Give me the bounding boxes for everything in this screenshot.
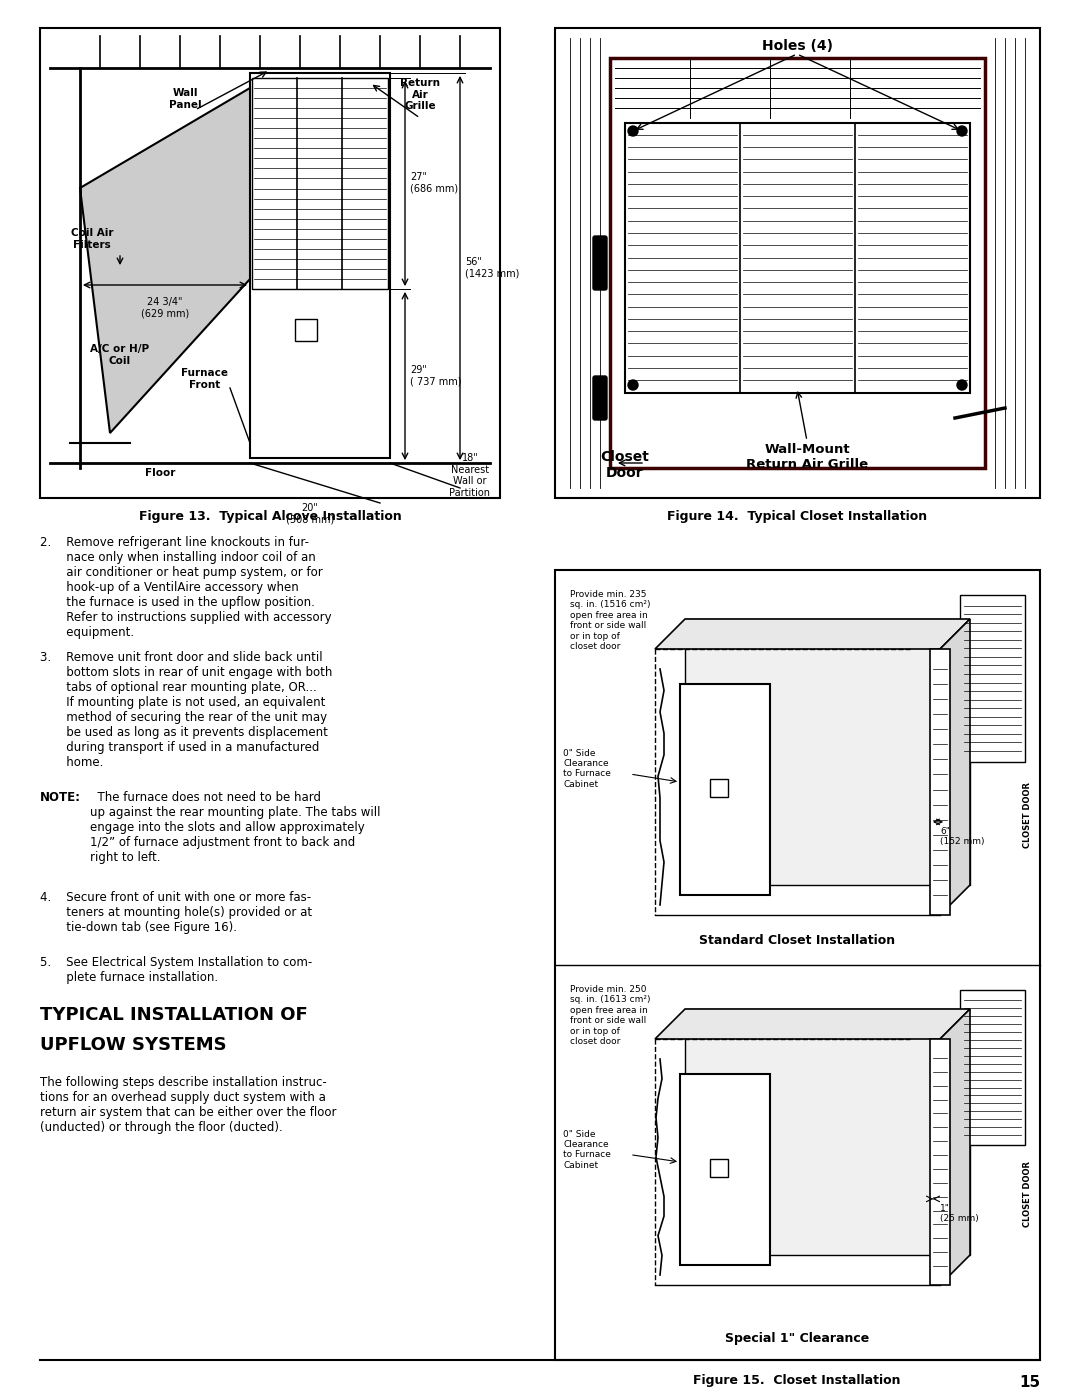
- Text: CLOSET DOOR: CLOSET DOOR: [1024, 1161, 1032, 1227]
- Text: 0" Side
Clearance
to Furnace
Cabinet: 0" Side Clearance to Furnace Cabinet: [563, 1130, 611, 1169]
- Polygon shape: [940, 619, 970, 915]
- Text: 3.    Remove unit front door and slide back until
       bottom slots in rear of: 3. Remove unit front door and slide back…: [40, 651, 333, 768]
- Polygon shape: [80, 88, 249, 433]
- Text: Floor: Floor: [145, 468, 175, 478]
- Text: Figure 13.  Typical Alcove Installation: Figure 13. Typical Alcove Installation: [138, 510, 402, 522]
- Text: UPFLOW SYSTEMS: UPFLOW SYSTEMS: [40, 1037, 227, 1053]
- Text: 18"
Nearest
Wall or
Partition: 18" Nearest Wall or Partition: [449, 453, 490, 497]
- Text: Wall-Mount
Return Air Grille: Wall-Mount Return Air Grille: [746, 443, 868, 471]
- Polygon shape: [685, 1009, 970, 1255]
- Bar: [252, 78, 388, 289]
- Text: Standard Closet Installation: Standard Closet Installation: [699, 935, 895, 947]
- Text: 56"
(1423 mm): 56" (1423 mm): [465, 257, 519, 279]
- Text: Furnace
Front: Furnace Front: [181, 367, 229, 390]
- Text: A/C or H/P
Coil: A/C or H/P Coil: [91, 344, 149, 366]
- Bar: [710, 1160, 728, 1178]
- Text: The furnace does not need to be hard
up against the rear mounting plate. The tab: The furnace does not need to be hard up …: [90, 791, 380, 863]
- Text: Special 1" Clearance: Special 1" Clearance: [725, 1331, 869, 1345]
- Bar: [710, 780, 728, 798]
- Text: Closet
Door: Closet Door: [600, 450, 649, 481]
- Text: The following steps describe installation instruc-
tions for an overhead supply : The following steps describe installatio…: [40, 1076, 337, 1134]
- Text: Provide min. 235
sq. in. (1516 cm²)
open free area in
front or side wall
or in t: Provide min. 235 sq. in. (1516 cm²) open…: [570, 590, 650, 651]
- Bar: [930, 1039, 950, 1285]
- Text: Return
Air
Grille: Return Air Grille: [400, 78, 440, 112]
- FancyBboxPatch shape: [593, 236, 607, 291]
- Text: Wall
Panel: Wall Panel: [168, 88, 201, 109]
- Text: Holes (4): Holes (4): [761, 39, 833, 53]
- Text: 4.    Secure front of unit with one or more fas-
       teners at mounting hole(: 4. Secure front of unit with one or more…: [40, 891, 312, 935]
- Text: 29"
( 737 mm): 29" ( 737 mm): [410, 365, 461, 387]
- Text: 27"
(686 mm): 27" (686 mm): [410, 172, 458, 194]
- Text: 15: 15: [1018, 1375, 1040, 1390]
- Text: Figure 15.  Closet Installation: Figure 15. Closet Installation: [693, 1375, 901, 1387]
- Polygon shape: [940, 1009, 970, 1285]
- Text: CLOSET DOOR: CLOSET DOOR: [1024, 782, 1032, 848]
- Circle shape: [627, 380, 638, 390]
- Circle shape: [957, 380, 967, 390]
- Text: 0" Side
Clearance
to Furnace
Cabinet: 0" Side Clearance to Furnace Cabinet: [563, 749, 611, 789]
- Text: 24 3/4"
(629 mm): 24 3/4" (629 mm): [140, 298, 189, 319]
- Text: 5.    See Electrical System Installation to com-
       plete furnace installati: 5. See Electrical System Installation to…: [40, 956, 312, 983]
- Polygon shape: [654, 1009, 970, 1039]
- Bar: [680, 685, 770, 895]
- Bar: [625, 123, 970, 393]
- Text: Coil Air
Filters: Coil Air Filters: [71, 228, 113, 250]
- Text: Provide min. 250
sq. in. (1613 cm²)
open free area in
front or side wall
or in t: Provide min. 250 sq. in. (1613 cm²) open…: [570, 985, 650, 1046]
- Bar: [249, 73, 390, 458]
- Text: 2.    Remove refrigerant line knockouts in fur-
       nace only when installing: 2. Remove refrigerant line knockouts in …: [40, 536, 332, 638]
- Text: Figure 14.  Typical Closet Installation: Figure 14. Typical Closet Installation: [667, 510, 927, 522]
- Bar: [295, 319, 318, 341]
- Text: TYPICAL INSTALLATION OF: TYPICAL INSTALLATION OF: [40, 1006, 308, 1024]
- Text: NOTE:: NOTE:: [40, 791, 81, 805]
- Bar: [680, 1074, 770, 1266]
- Text: 1"
(25 mm): 1" (25 mm): [940, 1204, 978, 1224]
- Bar: [40, 28, 500, 497]
- Circle shape: [957, 126, 967, 136]
- Polygon shape: [654, 619, 970, 650]
- Text: 20"
(508 mm): 20" (508 mm): [286, 503, 334, 525]
- Circle shape: [627, 126, 638, 136]
- Bar: [555, 28, 1040, 497]
- FancyBboxPatch shape: [593, 376, 607, 420]
- Bar: [960, 990, 1025, 1146]
- Text: 6"
(152 mm): 6" (152 mm): [940, 827, 985, 847]
- Polygon shape: [685, 619, 970, 886]
- Bar: [555, 570, 1040, 1361]
- Bar: [930, 650, 950, 915]
- Bar: [960, 595, 1025, 761]
- Bar: [610, 59, 985, 468]
